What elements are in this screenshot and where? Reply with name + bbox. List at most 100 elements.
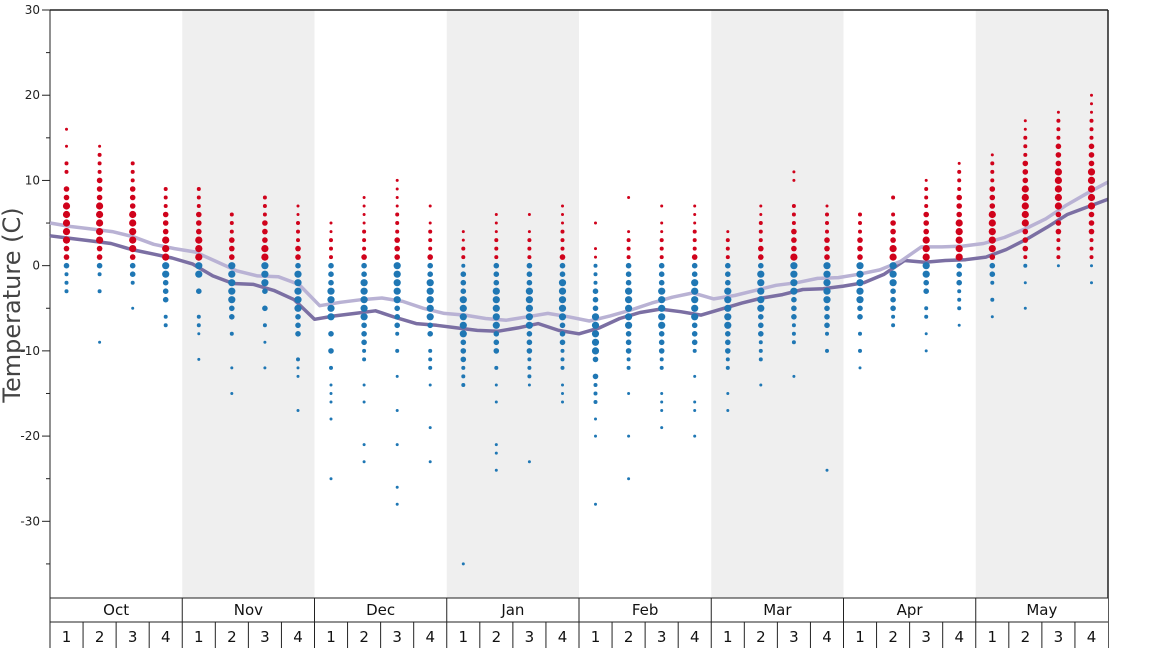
warm-point: [129, 210, 137, 219]
warm-point: [262, 220, 268, 226]
series-line-dark: [49, 197, 1109, 336]
warm-point: [129, 219, 137, 227]
warm-point: [955, 245, 963, 253]
warm-point: [660, 204, 664, 208]
warm-point: [1055, 211, 1062, 218]
warm-point: [858, 229, 862, 234]
warm-point: [64, 169, 69, 174]
y-tick-label: -10: [20, 344, 40, 358]
warm-point: [129, 194, 136, 201]
cold-point: [757, 304, 765, 312]
month-label-apr: Apr: [897, 601, 924, 619]
warm-point: [889, 253, 897, 261]
cold-point: [527, 460, 531, 464]
warm-point: [560, 238, 565, 243]
cold-point: [328, 271, 334, 278]
warm-point: [1056, 135, 1061, 140]
cold-point: [890, 288, 896, 295]
warm-point: [98, 144, 102, 148]
warm-point: [924, 187, 929, 191]
warm-point: [362, 238, 367, 243]
warm-point: [922, 253, 930, 261]
warm-point: [362, 196, 366, 199]
cold-point: [989, 271, 996, 278]
cold-point: [395, 502, 399, 506]
warm-point: [988, 245, 996, 253]
warm-point: [229, 245, 235, 252]
warm-point: [129, 203, 136, 209]
cold-point: [527, 383, 531, 387]
warm-point: [130, 161, 135, 166]
cold-point: [594, 434, 597, 438]
cold-point: [459, 313, 467, 321]
cold-point: [558, 279, 567, 287]
warm-point: [195, 245, 203, 253]
cold-point: [625, 271, 632, 278]
warm-point: [659, 246, 664, 251]
warm-point: [296, 204, 300, 208]
cold-point: [526, 348, 533, 354]
cold-point: [460, 356, 467, 363]
cold-point: [559, 262, 566, 269]
cold-point: [890, 305, 896, 312]
cold-point: [329, 477, 333, 481]
warm-point: [63, 245, 70, 252]
cold-point: [360, 304, 368, 312]
warm-point: [725, 238, 730, 243]
warm-point: [561, 204, 564, 208]
warm-point: [922, 236, 930, 244]
cold-point: [989, 262, 996, 269]
warm-point: [229, 237, 235, 243]
warm-point: [1088, 228, 1095, 235]
week-label: 1: [459, 628, 469, 646]
warm-point: [560, 246, 565, 251]
warm-point: [1089, 127, 1094, 132]
week-label: 4: [954, 628, 964, 646]
warm-point: [162, 236, 170, 244]
warm-point: [262, 195, 267, 200]
warm-point: [362, 221, 366, 225]
cold-point: [362, 443, 366, 447]
cold-point: [460, 279, 467, 286]
warm-point: [428, 204, 432, 208]
warm-point: [64, 161, 69, 166]
cold-point: [724, 304, 732, 312]
cold-point: [362, 357, 367, 362]
cold-point: [492, 287, 500, 295]
warm-point: [660, 221, 664, 225]
cold-point: [129, 271, 136, 278]
warm-point: [329, 238, 333, 243]
cold-point: [627, 392, 631, 395]
cold-point: [360, 296, 368, 304]
cold-point: [360, 287, 368, 295]
warm-point: [494, 246, 499, 251]
cold-point: [98, 340, 102, 344]
cold-point: [162, 262, 170, 270]
cold-point: [626, 357, 631, 362]
warm-point: [96, 186, 103, 192]
cold-point: [625, 304, 633, 312]
warm-point: [791, 221, 796, 225]
warm-point: [1021, 193, 1029, 202]
week-label: 4: [425, 628, 435, 646]
warm-point: [1056, 127, 1061, 132]
cold-point: [757, 296, 765, 304]
cold-point: [461, 383, 466, 387]
warm-point: [428, 221, 432, 225]
cold-point: [757, 287, 765, 295]
cold-point: [924, 306, 929, 311]
warm-point: [329, 230, 333, 234]
warm-point: [362, 213, 366, 216]
data-points: [62, 93, 1096, 566]
warm-point: [1087, 185, 1096, 193]
cold-point: [395, 443, 399, 447]
cold-point: [591, 321, 600, 329]
cold-point: [329, 365, 333, 370]
warm-point: [626, 246, 631, 251]
cold-point: [758, 331, 764, 337]
cold-point: [295, 262, 301, 269]
cold-point: [691, 313, 699, 321]
cold-point: [691, 304, 699, 312]
warm-point: [1089, 118, 1094, 123]
warm-point: [692, 246, 697, 251]
